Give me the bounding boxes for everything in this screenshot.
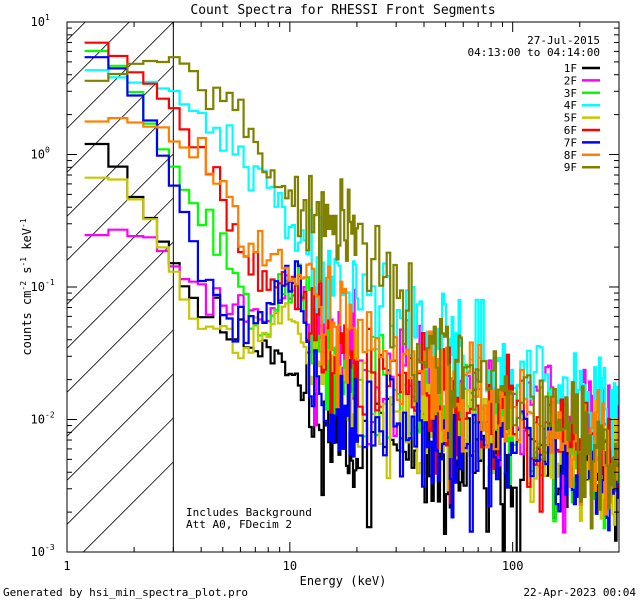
y-label-part: -1 — [19, 257, 28, 267]
hatch-line — [67, 22, 86, 41]
y-tick-exponent: -1 — [45, 278, 55, 287]
hatch-line — [67, 329, 174, 437]
y-tick-label: 10 — [31, 280, 45, 294]
legend-label-8F: 8F — [564, 149, 577, 162]
date-label: 27-Jul-2015 — [527, 34, 600, 47]
legend-label-1F: 1F — [564, 62, 577, 75]
y-tick-exponent: -2 — [45, 411, 55, 420]
legend-label-9F: 9F — [564, 161, 577, 174]
y-label-part: counts cm — [20, 291, 34, 356]
x-axis-label: Energy (keV) — [300, 574, 387, 588]
y-label-part: -1 — [19, 218, 28, 228]
hatch-line — [67, 153, 174, 261]
hatch-line — [67, 417, 174, 525]
footer-generated-by: Generated by hsi_min_spectra_plot.pro — [3, 586, 248, 599]
legend-label-2F: 2F — [564, 74, 577, 87]
y-tick-exponent: -3 — [45, 543, 55, 552]
hatch-line — [67, 197, 174, 305]
hatch-line — [67, 22, 174, 129]
y-tick-exponent: 1 — [45, 13, 50, 22]
hatch-line — [67, 373, 174, 481]
y-label-part: -2 — [19, 281, 28, 291]
axis-ticks — [66, 21, 620, 553]
x-tick-labels: 1 10 100 — [63, 559, 523, 573]
annotation-background: Includes Background — [186, 506, 312, 519]
hatch-line — [67, 241, 174, 349]
footer-timestamp: 22-Apr-2023 00:04 — [523, 586, 636, 599]
y-label-part: keV — [20, 228, 34, 257]
series-line-7F — [84, 56, 619, 533]
annotation-attenuator: Att A0, FDecim 2 — [186, 518, 292, 531]
legend-label-3F: 3F — [564, 87, 577, 100]
y-tick-label: 10 — [31, 15, 45, 29]
x-tick-label: 100 — [502, 559, 524, 573]
legend-label-4F: 4F — [564, 99, 577, 112]
x-tick-label: 1 — [63, 559, 70, 573]
hatch-line — [67, 22, 130, 85]
chart-title: Count Spectra for RHESSI Front Segments — [190, 3, 495, 18]
legend-label-7F: 7F — [564, 136, 577, 149]
series-line-9F — [84, 56, 619, 530]
hatch-line — [82, 461, 174, 552]
x-tick-label: 10 — [283, 559, 297, 573]
y-tick-label: 10 — [31, 545, 45, 559]
y-tick-label: 10 — [31, 148, 45, 162]
legend-label-6F: 6F — [564, 124, 577, 137]
time-range-label: 04:13:00 to 04:14:00 — [468, 46, 600, 59]
legend-label-5F: 5F — [564, 112, 577, 125]
y-label-part: s — [20, 267, 34, 281]
hatch-line — [67, 285, 174, 393]
series-layer — [84, 41, 619, 552]
y-axis-label: counts cm-2 s-1 keV-1 — [19, 218, 34, 355]
y-tick-exponent: 0 — [45, 146, 50, 155]
hatched-excluded-region — [67, 22, 174, 552]
y-tick-label: 10 — [31, 413, 45, 427]
